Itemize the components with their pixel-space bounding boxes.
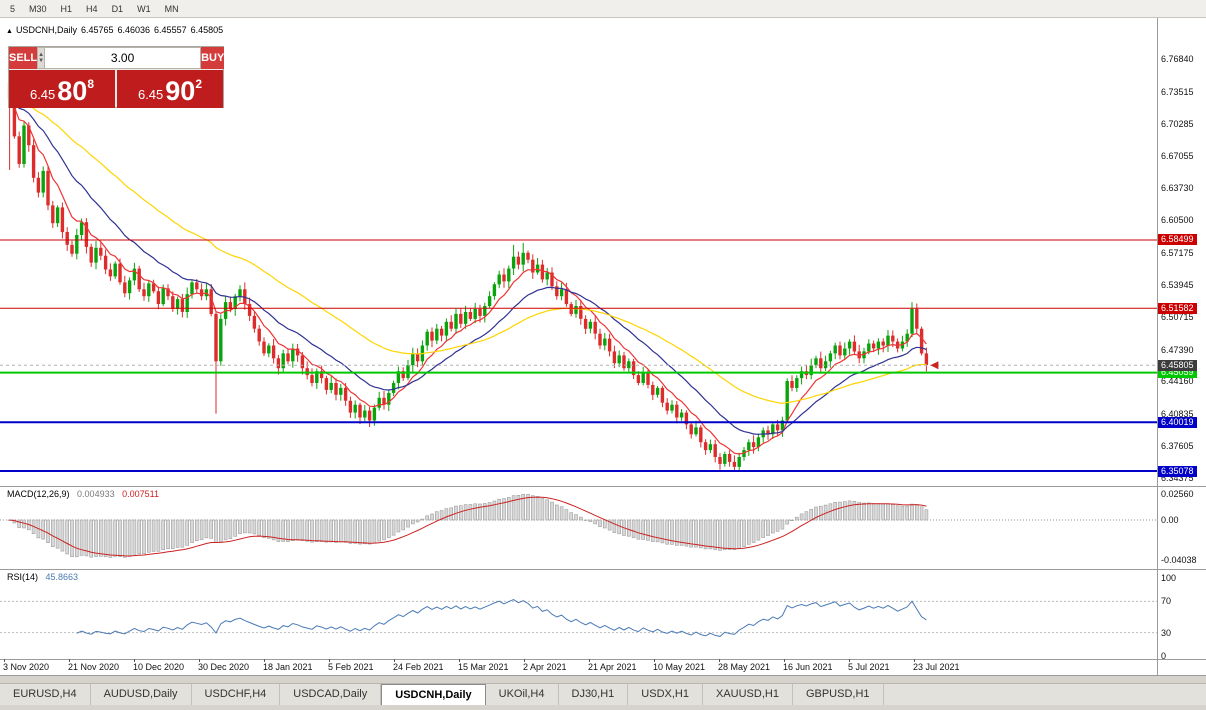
- one-click-trading-panel: SELL ▲ ▼ BUY 6.45 80 8 6.45 90 2: [8, 46, 225, 108]
- rsi-label: RSI(14) 45.8663: [7, 572, 78, 582]
- rsi-name: RSI(14): [7, 572, 39, 582]
- chart-tab-usdcad[interactable]: USDCAD,Daily: [280, 684, 382, 705]
- date-label: 10 Dec 2020: [133, 662, 185, 672]
- panel-splitter[interactable]: [0, 569, 1206, 570]
- chart-tab-usdchf[interactable]: USDCHF,H4: [192, 684, 281, 705]
- timeframe-button-m30[interactable]: M30: [29, 3, 47, 14]
- price-tick: 6.40835: [1161, 409, 1194, 419]
- chart-tab-gbpusd[interactable]: GBPUSD,H1: [793, 684, 884, 705]
- price-tick: 6.37605: [1161, 441, 1194, 451]
- price-tick: 6.50715: [1161, 312, 1194, 322]
- panel-splitter[interactable]: [0, 486, 1206, 487]
- buy-price-pip: 2: [195, 77, 203, 91]
- date-label: 24 Feb 2021: [393, 662, 444, 672]
- chart-window: ▲ USDCNH,Daily 6.45765 6.46036 6.45557 6.4580…: [0, 18, 1206, 676]
- date-label: 23 Jul 2021: [913, 662, 960, 672]
- buy-price-big: 90: [165, 76, 196, 106]
- current-price-label: 6.45805: [1158, 360, 1197, 371]
- date-label: 2 Apr 2021: [523, 662, 567, 672]
- buy-price-box[interactable]: 6.45 90 2: [117, 70, 223, 108]
- date-label: 15 Mar 2021: [458, 662, 509, 672]
- sell-price-pip: 8: [87, 77, 95, 91]
- macd-scale-tick: -0.04038: [1161, 555, 1197, 565]
- collapse-one-click-icon[interactable]: ▲: [6, 28, 13, 35]
- ohlc-close: 6.45805: [190, 25, 224, 35]
- level-price-label: 6.40019: [1158, 417, 1197, 428]
- ohlc-open: 6.45765: [80, 25, 114, 35]
- chart-tab-audusd[interactable]: AUDUSD,Daily: [91, 684, 192, 705]
- sell-price-big: 80: [57, 76, 88, 106]
- date-label: 28 May 2021: [718, 662, 771, 672]
- timeframe-button-mn[interactable]: MN: [164, 3, 179, 14]
- price-axis-separator: [1157, 18, 1158, 676]
- macd-name: MACD(12,26,9): [7, 489, 70, 499]
- sell-button[interactable]: SELL: [9, 47, 38, 69]
- rsi-scale-tick: 100: [1161, 573, 1177, 583]
- price-tick: 6.73515: [1161, 87, 1194, 97]
- macd-indicator-panel[interactable]: [0, 487, 1157, 568]
- timeframe-button-5[interactable]: 5: [10, 3, 16, 14]
- date-label: 18 Jan 2021: [263, 662, 313, 672]
- date-label: 21 Apr 2021: [588, 662, 637, 672]
- date-label: 16 Jun 2021: [783, 662, 833, 672]
- rsi-value: 45.8663: [45, 572, 79, 582]
- price-tick: 6.44160: [1161, 376, 1194, 386]
- price-tick: 6.47390: [1161, 345, 1194, 355]
- date-label: 10 May 2021: [653, 662, 706, 672]
- level-price-label: 6.51582: [1158, 303, 1197, 314]
- macd-value: 0.004933: [77, 489, 115, 499]
- timeframe-button-d1[interactable]: D1: [111, 3, 124, 14]
- symbol-period-label: USDCNH,Daily: [15, 25, 77, 35]
- price-tick: 6.60500: [1161, 215, 1194, 225]
- spinner-up-icon[interactable]: ▲: [38, 52, 45, 58]
- spinner-down-icon[interactable]: ▼: [38, 58, 45, 64]
- level-price-label: 6.35078: [1158, 466, 1197, 477]
- sell-price-prefix: 6.45: [29, 87, 56, 102]
- date-label: 5 Feb 2021: [328, 662, 374, 672]
- chart-tab-bar: EURUSD,H4 AUDUSD,Daily USDCHF,H4 USDCAD,Dai…: [0, 683, 1206, 705]
- rsi-scale-tick: 30: [1161, 628, 1172, 638]
- price-tick: 6.53945: [1161, 280, 1194, 290]
- macd-label: MACD(12,26,9) 0.004933 0.007511: [7, 489, 159, 499]
- chart-tab-eurusd[interactable]: EURUSD,H4: [0, 684, 91, 705]
- macd-scale-tick: 0.00: [1161, 515, 1179, 525]
- time-axis-separator: [0, 659, 1206, 660]
- buy-button[interactable]: BUY: [201, 47, 225, 69]
- chart-tab-dj30[interactable]: DJ30,H1: [559, 684, 629, 705]
- volume-input[interactable]: [45, 47, 202, 69]
- sell-price-box[interactable]: 6.45 80 8: [9, 70, 115, 108]
- price-tick: 6.34375: [1161, 473, 1194, 483]
- price-tick: 6.67055: [1161, 151, 1194, 161]
- price-tick: 6.57175: [1161, 248, 1194, 258]
- price-tick: 6.63730: [1161, 183, 1194, 193]
- date-label: 21 Nov 2020: [68, 662, 120, 672]
- chart-tab-usdx[interactable]: USDX,H1: [628, 684, 703, 705]
- timeframe-button-w1[interactable]: W1: [137, 3, 151, 14]
- timeframe-button-h4[interactable]: H4: [86, 3, 98, 14]
- volume-spinner[interactable]: ▲ ▼: [37, 47, 46, 69]
- timeframe-button-h1[interactable]: H1: [60, 3, 73, 14]
- ohlc-low: 6.45557: [154, 25, 187, 35]
- macd-scale-tick: 0.02560: [1161, 489, 1194, 499]
- chart-title: ▲ USDCNH,Daily 6.45765 6.46036 6.45557 6.4580…: [6, 25, 227, 35]
- level-price-label: 6.45059: [1158, 367, 1197, 378]
- chart-tab-usdcnh[interactable]: USDCNH,Daily: [381, 684, 486, 705]
- price-tick: 6.76840: [1161, 54, 1194, 64]
- date-label: 3 Nov 2020: [3, 662, 50, 672]
- buy-price-prefix: 6.45: [137, 87, 164, 102]
- candlestick-chart[interactable]: [0, 18, 1157, 486]
- ohlc-high: 6.46036: [117, 25, 151, 35]
- chart-tab-ukoil[interactable]: UKOil,H4: [486, 684, 559, 705]
- timeframe-toolbar: 5 M30 H1 H4 D1 W1 MN: [0, 0, 1206, 18]
- level-price-label: 6.58499: [1158, 234, 1197, 245]
- rsi-indicator-panel[interactable]: [0, 570, 1157, 659]
- price-tick: 6.70285: [1161, 119, 1194, 129]
- date-label: 5 Jul 2021: [848, 662, 890, 672]
- last-price-arrow-icon: [930, 361, 939, 370]
- date-label: 30 Dec 2020: [198, 662, 250, 672]
- rsi-scale-tick: 70: [1161, 596, 1172, 606]
- macd-signal-value: 0.007511: [122, 489, 159, 499]
- chart-tab-xauusd[interactable]: XAUUSD,H1: [703, 684, 793, 705]
